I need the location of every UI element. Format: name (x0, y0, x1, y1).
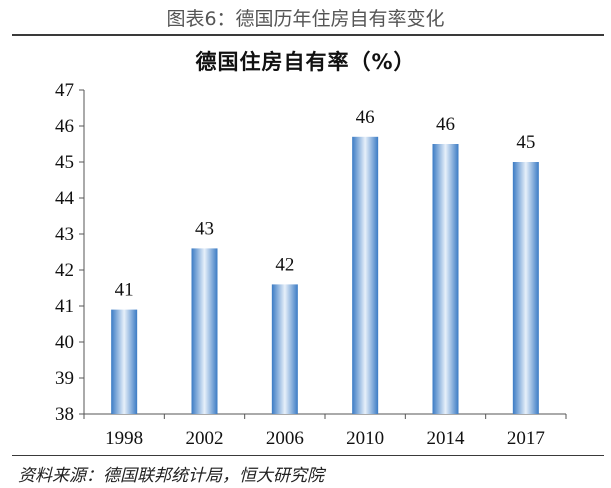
y-tick-label: 46 (55, 116, 74, 137)
x-tick-label: 2010 (346, 428, 384, 449)
y-axis: 38 39 40 41 42 43 44 45 46 47 (55, 80, 85, 425)
bar (271, 284, 298, 414)
data-label: 46 (356, 107, 375, 128)
data-label: 45 (516, 132, 535, 153)
bars (111, 136, 539, 415)
bar (432, 144, 459, 414)
x-axis: 1998 2002 2006 2010 2014 2017 (83, 413, 567, 449)
y-tick-label: 44 (55, 188, 75, 209)
x-tick-label: 2014 (427, 428, 466, 449)
figure-title: 图表6：德国历年住房自有率变化 (166, 8, 445, 30)
bar (111, 309, 138, 414)
y-tick-label: 41 (55, 296, 74, 317)
bar (352, 136, 379, 415)
bottom-rule (12, 455, 604, 456)
source-note: 资料来源：德国联邦统计局，恒大研究院 (18, 466, 324, 486)
y-tick-label: 45 (55, 152, 74, 173)
data-label: 43 (195, 218, 214, 239)
y-tick-label: 43 (55, 224, 74, 245)
x-tick-label: 2002 (186, 428, 224, 449)
x-tick-label: 1998 (105, 428, 143, 449)
x-tick-label: 2006 (266, 428, 304, 449)
bar-chart: 38 39 40 41 42 43 44 45 46 47 1998 2002 2006 2010 201… (55, 80, 567, 449)
data-labels: 41 43 42 46 46 45 (115, 107, 536, 301)
y-tick-label: 38 (55, 404, 74, 425)
chart-title: 德国住房自有率（%） (195, 50, 416, 74)
bar (512, 162, 539, 414)
data-label: 41 (115, 280, 134, 301)
y-tick-label: 39 (55, 368, 74, 389)
bar (191, 248, 218, 414)
top-rule (12, 34, 604, 36)
y-tick-label: 42 (55, 260, 74, 281)
x-tick-label: 2017 (507, 428, 545, 449)
y-tick-label: 40 (55, 332, 74, 353)
data-label: 46 (436, 114, 455, 135)
data-label: 42 (275, 254, 294, 275)
y-tick-label: 47 (55, 80, 74, 101)
